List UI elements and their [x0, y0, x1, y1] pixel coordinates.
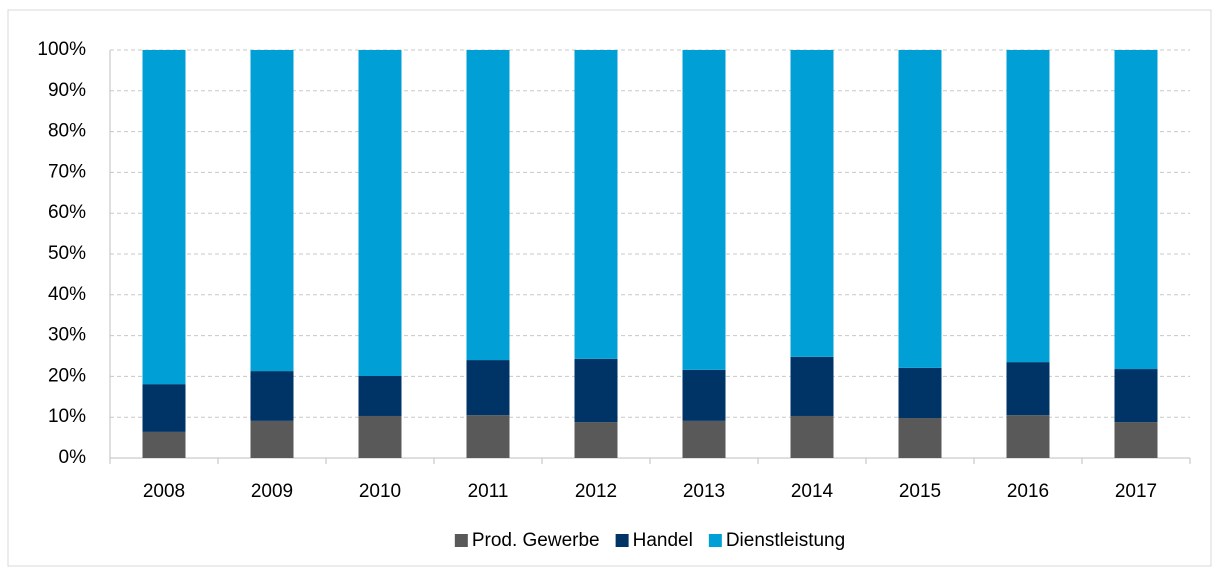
- bar-segment: [1114, 369, 1158, 423]
- y-tick-label: 30%: [48, 325, 86, 346]
- x-tick-label: 2011: [468, 481, 509, 502]
- y-tick-label: 10%: [48, 406, 86, 427]
- bar-segment: [358, 50, 402, 376]
- legend-label: Prod. Gewerbe: [472, 530, 600, 551]
- legend-label: Dienstleistung: [726, 530, 845, 551]
- y-tick-label: 50%: [48, 243, 86, 264]
- legend-swatch: [708, 534, 722, 547]
- y-tick-label: 60%: [48, 202, 86, 223]
- bar-segment: [1006, 415, 1050, 458]
- x-tick-label: 2015: [899, 481, 941, 502]
- x-tick-label: 2008: [143, 481, 185, 502]
- y-tick-label: 70%: [48, 161, 86, 182]
- legend-swatch: [454, 534, 468, 547]
- bar-segment: [142, 431, 186, 458]
- y-tick-label: 90%: [48, 80, 86, 101]
- bar-segment: [1006, 362, 1050, 416]
- y-tick-label: 0%: [59, 447, 87, 468]
- bar-segment: [250, 420, 294, 458]
- bar-segment: [142, 50, 186, 385]
- bar-segment: [574, 358, 618, 423]
- bar-segment: [1114, 422, 1158, 458]
- bar-segment: [466, 360, 510, 416]
- x-tick-label: 2009: [251, 481, 293, 502]
- legend-swatch: [615, 534, 629, 547]
- bar-segment: [358, 375, 402, 416]
- bar-segment: [358, 415, 402, 458]
- x-tick-label: 2016: [1007, 481, 1049, 502]
- bar-segment: [790, 356, 834, 416]
- legend-label: Handel: [633, 530, 693, 551]
- bar-segment: [466, 50, 510, 361]
- bar-segment: [898, 50, 942, 368]
- bar-segment: [466, 415, 510, 458]
- y-tick-label: 20%: [48, 365, 86, 386]
- y-tick-label: 80%: [48, 121, 86, 142]
- bar-segment: [682, 420, 726, 458]
- bar-segment: [1006, 50, 1050, 363]
- bar-segment: [898, 418, 942, 458]
- bar-segment: [790, 50, 834, 357]
- y-tick-label: 100%: [37, 39, 86, 60]
- x-tick-label: 2017: [1115, 481, 1157, 502]
- bar-segment: [250, 371, 294, 421]
- bar-segment: [574, 50, 618, 359]
- x-tick-label: 2014: [791, 481, 834, 502]
- y-tick-label: 40%: [48, 284, 86, 305]
- bar-segment: [250, 50, 294, 372]
- bar-segment: [682, 50, 726, 370]
- bar-segment: [1114, 50, 1158, 370]
- x-tick-label: 2012: [575, 481, 617, 502]
- bar-segment: [790, 415, 834, 458]
- x-tick-label: 2013: [683, 481, 725, 502]
- x-tick-label: 2010: [359, 481, 401, 502]
- bar-segment: [898, 367, 942, 419]
- bar-segment: [142, 384, 186, 432]
- bar-segment: [682, 369, 726, 421]
- bar-segment: [574, 422, 618, 458]
